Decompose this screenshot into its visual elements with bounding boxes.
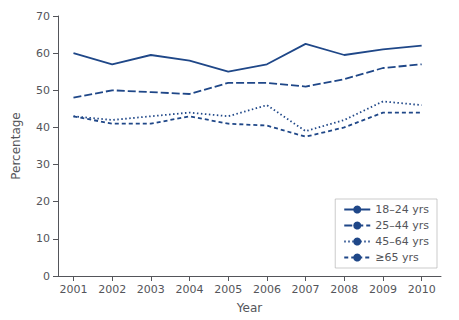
svg-text:≥65 yrs: ≥65 yrs (375, 251, 419, 264)
svg-text:25–44 yrs: 25–44 yrs (375, 219, 429, 232)
svg-text:2006: 2006 (253, 283, 281, 296)
svg-text:2004: 2004 (176, 283, 204, 296)
svg-text:2007: 2007 (292, 283, 320, 296)
svg-text:10: 10 (36, 232, 50, 245)
svg-text:0: 0 (43, 270, 50, 283)
svg-text:2009: 2009 (369, 283, 397, 296)
svg-text:40: 40 (36, 121, 50, 134)
svg-text:50: 50 (36, 84, 50, 97)
svg-text:60: 60 (36, 47, 50, 60)
svg-text:45–64 yrs: 45–64 yrs (375, 235, 429, 248)
svg-text:Year: Year (236, 301, 262, 315)
svg-text:2005: 2005 (214, 283, 242, 296)
svg-text:20: 20 (36, 195, 50, 208)
svg-text:70: 70 (36, 10, 50, 23)
svg-text:Percentage: Percentage (9, 112, 23, 180)
svg-text:18–24 yrs: 18–24 yrs (375, 203, 429, 216)
svg-text:2003: 2003 (137, 283, 165, 296)
svg-text:30: 30 (36, 158, 50, 171)
svg-text:2001: 2001 (59, 283, 87, 296)
svg-text:2008: 2008 (330, 283, 358, 296)
svg-text:2010: 2010 (408, 283, 436, 296)
svg-text:2002: 2002 (98, 283, 126, 296)
